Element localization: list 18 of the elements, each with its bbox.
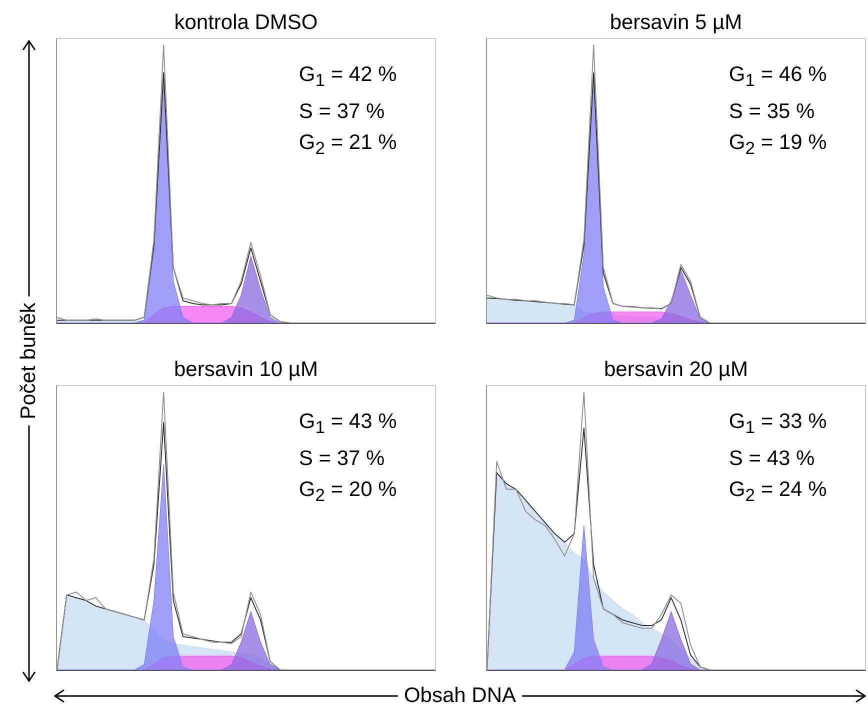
annotation: G$_{1}$ = 33 %: [728, 409, 827, 440]
chart-title: bersavin 20 µM: [603, 357, 749, 383]
annotation: S = 37 %: [298, 99, 386, 126]
annotation: S = 37 %: [298, 446, 386, 472]
annotation: S = 35 %: [728, 99, 816, 126]
chart-title: bersavin 10 µM: [173, 357, 319, 383]
annotation: G$_{2}$ = 21 %: [298, 130, 397, 160]
y-axis-title: Počet buněk: [17, 296, 41, 426]
annotation: G$_{1}$ = 42 %: [298, 62, 397, 92]
annotation: G$_{2}$ = 24 %: [728, 477, 827, 508]
chart-title: kontrola DMSO: [173, 10, 319, 36]
x-axis-title: Obsah DNA: [398, 684, 522, 708]
annotation: G$_{1}$ = 46 %: [728, 62, 827, 92]
annotation: G$_{2}$ = 19 %: [728, 130, 827, 160]
annotation: G$_{2}$ = 20 %: [298, 477, 397, 508]
annotation: G$_{1}$ = 43 %: [298, 409, 397, 440]
annotation: S = 43 %: [728, 446, 816, 472]
chart-title: bersavin 5 µM: [608, 10, 744, 36]
